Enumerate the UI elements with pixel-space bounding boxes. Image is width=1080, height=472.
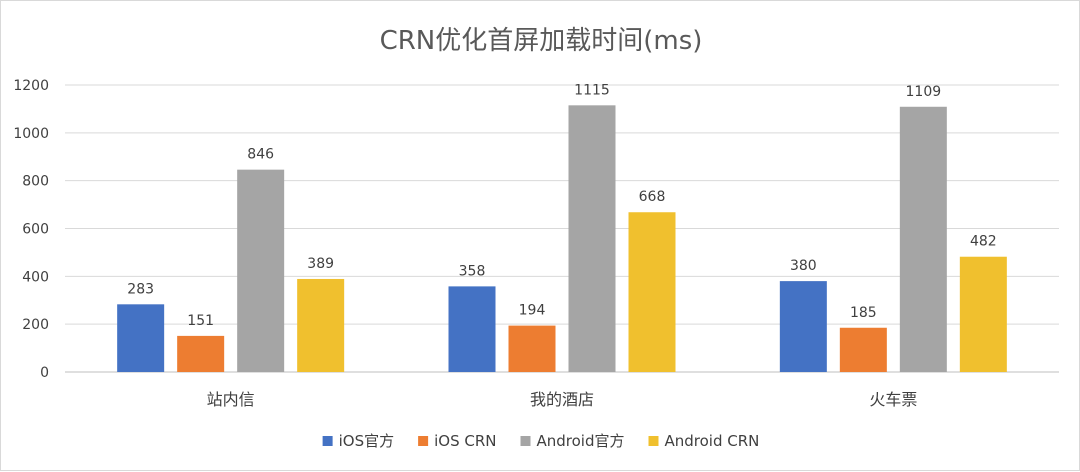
y-tick-label: 200	[22, 317, 49, 333]
y-tick-label: 1000	[13, 126, 49, 142]
data-label: 668	[639, 189, 666, 205]
data-label: 380	[790, 258, 817, 274]
legend-swatch	[418, 436, 429, 446]
data-label: 846	[247, 147, 274, 163]
y-tick-label: 600	[22, 222, 49, 238]
data-label: 151	[187, 313, 214, 329]
bar	[779, 281, 827, 372]
legend-swatch	[520, 436, 531, 446]
data-label: 358	[459, 263, 486, 279]
data-label: 194	[519, 303, 546, 319]
bar	[508, 325, 556, 372]
bar	[297, 278, 345, 372]
bar	[448, 286, 496, 372]
y-tick-label: 0	[40, 365, 49, 381]
legend-entry: Android官方	[537, 432, 625, 450]
data-label: 185	[850, 305, 877, 321]
legend-swatch	[322, 436, 333, 446]
y-tick-label: 800	[22, 174, 49, 190]
data-label: 389	[307, 256, 334, 272]
legend: iOS官方 iOS CRN Android官方 Android CRN	[322, 432, 760, 450]
legend-entry: Android CRN	[665, 432, 760, 450]
bar	[899, 106, 947, 373]
bar	[568, 105, 616, 373]
x-category-label: 我的酒店	[530, 390, 594, 409]
x-category-label: 站内信	[207, 390, 255, 409]
bars	[117, 105, 1007, 373]
legend-swatch	[648, 436, 659, 446]
data-label: 1109	[906, 84, 942, 100]
bar	[839, 327, 887, 372]
gridlines	[65, 84, 1059, 373]
x-axis-categories: 站内信 我的酒店 火车票	[207, 390, 918, 409]
x-category-label: 火车票	[869, 390, 917, 409]
y-tick-label: 400	[22, 269, 49, 285]
y-tick-label: 1200	[13, 78, 49, 94]
bar	[117, 304, 165, 372]
legend-entry: iOS官方	[339, 432, 395, 450]
chart-title: CRN优化首屏加载时间(ms)	[380, 26, 703, 56]
bar	[177, 335, 225, 372]
y-axis-ticks: 0 200 400 600 800 1000 1200	[13, 78, 49, 381]
bar	[628, 212, 676, 372]
bar	[959, 256, 1007, 372]
data-labels: 283 151 846 389 358 194 1115 668 380 185 1109 482	[127, 82, 996, 329]
data-label: 1115	[574, 82, 610, 98]
data-label: 482	[970, 234, 997, 250]
data-label: 283	[127, 281, 154, 297]
legend-entry: iOS CRN	[434, 432, 496, 450]
bar	[237, 169, 285, 372]
